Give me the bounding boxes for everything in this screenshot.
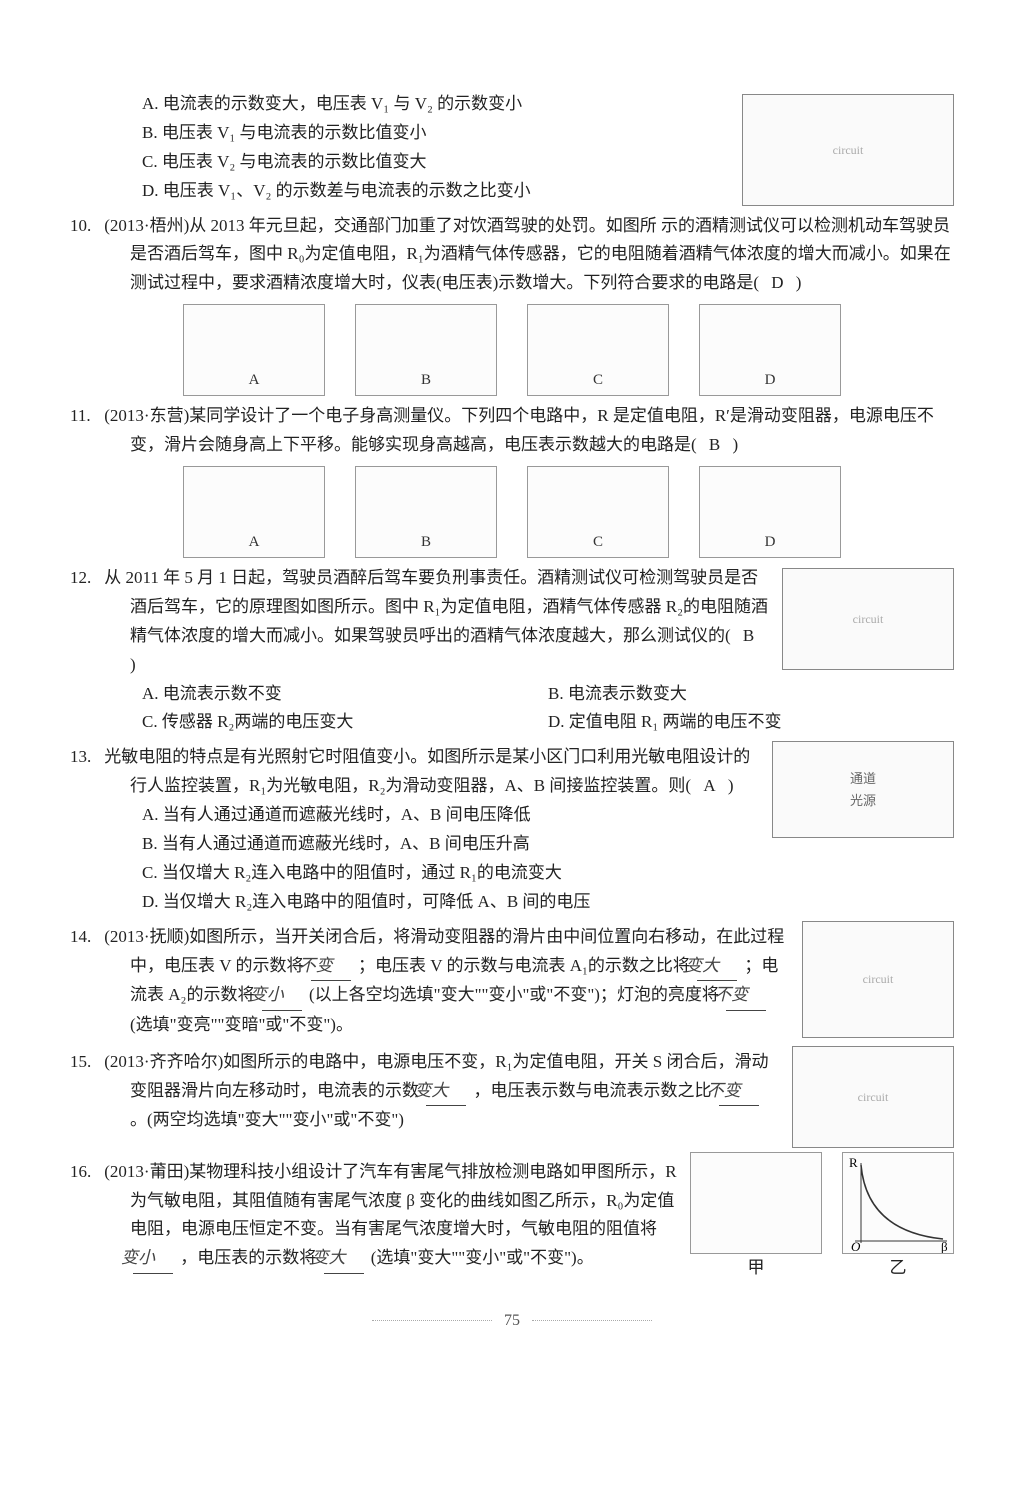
q11-answer: B <box>701 435 728 454</box>
q12-opt-b: B. 电流表示数变大 <box>548 680 954 709</box>
q12-answer: B <box>735 626 762 645</box>
q12-close: ) <box>130 655 136 674</box>
q11-figures: A B C D <box>70 466 954 558</box>
q15-blank-1: 变大 <box>426 1077 466 1107</box>
q13-close: ) <box>728 776 734 795</box>
q16-fig-jia <box>690 1152 822 1254</box>
q10-fig-b: B <box>355 304 497 396</box>
q14-mid-3: (以上各空均选填"变大""变小"或"不变")；灯泡的亮度将 <box>309 985 719 1004</box>
q14-blank-4: 不变 <box>726 981 766 1011</box>
q14-mid-1: ；电压表 V 的示数与电流表 A₁的示数之比将 <box>358 956 690 975</box>
q16-blank-2: 变大 <box>324 1244 364 1274</box>
q16-pre: (2013·莆田)某物理科技小组设计了汽车有害尾气排放检测电路如甲图所示，R 为… <box>104 1162 676 1239</box>
svg-text:O: O <box>851 1239 861 1253</box>
q11-fig-c: C <box>527 466 669 558</box>
q13-opt-c: C. 当仅增大 R₂连入电路中的阻值时，通过 R₁的电流变大 <box>142 859 954 888</box>
q9-figure: circuit <box>742 94 954 206</box>
q13-fig-channel: 通道 <box>850 768 876 790</box>
q13-fig-light: 光源 <box>850 790 876 812</box>
q12-figure: circuit <box>782 568 954 670</box>
q13-answer: A <box>695 776 723 795</box>
q10-fig-d: D <box>699 304 841 396</box>
q13-figure: 通道 光源 <box>772 741 954 838</box>
q13-stem: 光敏电阻的特点是有光照射它时阻值变小。如图所示是某小区门口利用光敏电阻设计的行人… <box>104 747 750 795</box>
page-number: 75 <box>70 1307 954 1334</box>
q16-fig-yi-label: 乙 <box>842 1254 954 1283</box>
page: circuit A. 电流表的示数变大，电压表 V₁ 与 V₂ 的示数变小 B.… <box>0 0 1024 1374</box>
q10-close: ) <box>796 273 802 292</box>
q14-tail: (选填"变亮""变暗"或"不变")。 <box>130 1015 353 1034</box>
q14-blank-3: 变小 <box>262 981 302 1011</box>
q11-fig-b: B <box>355 466 497 558</box>
q11-stem: (2013·东营)某同学设计了一个电子身高测量仪。下列四个电路中，R 是定值电阻… <box>104 406 934 454</box>
q12-opt-c: C. 传感器 R₂两端的电压变大 <box>142 708 548 737</box>
q12-stem: 从 2011 年 5 月 1 日起，驾驶员酒醉后驾车要负刑事责任。酒精测试仪可检… <box>104 568 768 645</box>
q11-fig-d: D <box>699 466 841 558</box>
q15-tail: 。(两空均选填"变大""变小"或"不变") <box>130 1110 404 1129</box>
q15-figure: circuit <box>792 1046 954 1148</box>
q12-opts-row1: A. 电流表示数不变 B. 电流表示数变大 <box>70 680 954 709</box>
q11-fig-a: A <box>183 466 325 558</box>
q11-close: ) <box>733 435 739 454</box>
q12-opt-a: A. 电流表示数不变 <box>142 680 548 709</box>
q16-fig-yi: R β O <box>842 1152 954 1254</box>
q10-answer: D <box>763 273 791 292</box>
q14-blank-1: 不变 <box>311 952 351 982</box>
q10-fig-c: C <box>527 304 669 396</box>
q13-opt-d: D. 当仅增大 R₂连入电路中的阻值时，可降低 A、B 间的电压 <box>142 888 954 917</box>
q10-stem-1: (2013·梧州)从 2013 年元旦起，交通部门加重了对饮酒驾驶的处罚。如图所 <box>104 216 656 235</box>
svg-text:β: β <box>941 1239 948 1253</box>
q12-opts-row2: C. 传感器 R₂两端的电压变大 D. 定值电阻 R₁ 两端的电压不变 <box>70 708 954 737</box>
q15-blank-2: 不变 <box>719 1077 759 1107</box>
q10-figures: A B C D <box>70 304 954 396</box>
q16-mid: ，电压表的示数将 <box>180 1248 316 1267</box>
curve-icon: R β O <box>843 1153 953 1253</box>
q12-opt-d: D. 定值电阻 R₁ 两端的电压不变 <box>548 708 954 737</box>
q16-tail: (选填"变大""变小"或"不变")。 <box>371 1248 594 1267</box>
q10-fig-a: A <box>183 304 325 396</box>
q15-mid: ，电压表示数与电流表示数之比 <box>474 1081 712 1100</box>
q14-blank-2: 变大 <box>697 952 737 982</box>
q11: 11. (2013·东营)某同学设计了一个电子身高测量仪。下列四个电路中，R 是… <box>70 402 954 460</box>
svg-text:R: R <box>849 1155 858 1170</box>
q10: 10. (2013·梧州)从 2013 年元旦起，交通部门加重了对饮酒驾驶的处罚… <box>70 212 954 299</box>
q16-fig-jia-label: 甲 <box>690 1254 822 1283</box>
q14-figure: circuit <box>802 921 954 1038</box>
q16-figures: 甲 R β O 乙 <box>690 1152 954 1283</box>
q16-blank-1: 变小 <box>133 1244 173 1274</box>
